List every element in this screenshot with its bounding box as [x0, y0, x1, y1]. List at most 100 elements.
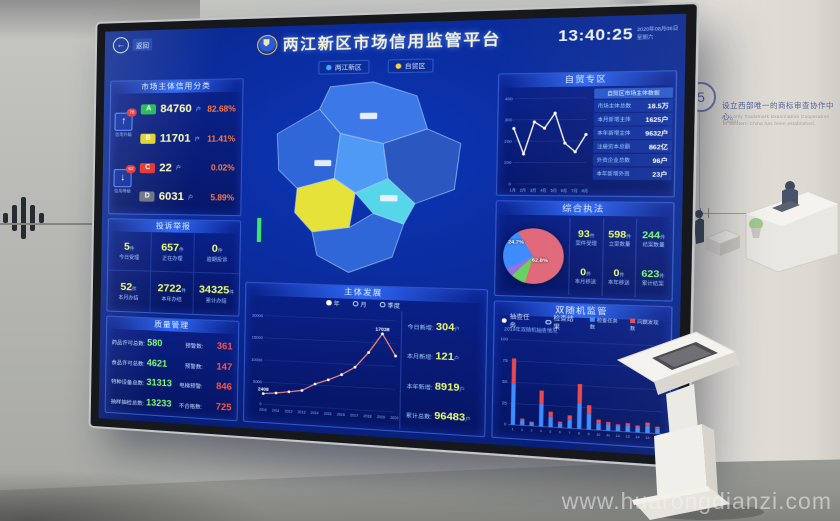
grade-percent: 11.41%	[207, 133, 236, 144]
svg-text:4: 4	[540, 429, 543, 434]
svg-text:6: 6	[559, 430, 562, 435]
period-year[interactable]: 年	[326, 298, 340, 307]
timeline-line-right	[650, 213, 782, 214]
list-item: 注册资本总额 862亿	[593, 140, 673, 153]
svg-text:2011: 2011	[272, 409, 280, 414]
grade-row: D 6031 户 5.89%	[139, 191, 236, 204]
left-column: 市场主体信用分类 ↑ 78 信用升级 ↓	[104, 78, 244, 422]
period-month[interactable]: 月	[353, 299, 367, 308]
map-label-chip	[359, 112, 378, 120]
svg-text:4月: 4月	[540, 188, 546, 193]
svg-text:15000: 15000	[252, 335, 263, 340]
svg-text:0: 0	[508, 182, 511, 186]
grade-unit: 户	[194, 136, 200, 143]
svg-text:0: 0	[504, 422, 507, 427]
svg-text:15: 15	[645, 435, 650, 440]
stat-cell: 657件 正在办理	[150, 231, 196, 274]
map-label-chip	[379, 195, 398, 202]
credit-grade-list: A 84760 户 82.68% B 11701 户	[135, 92, 242, 215]
svg-text:1: 1	[512, 427, 515, 432]
svg-text:2月: 2月	[520, 188, 526, 193]
grade-unit: 户	[187, 194, 194, 202]
enforcement-panel: 综合执法 24.7% 62.8% 93件 案件受理 598件 立案数量	[493, 200, 675, 302]
svg-text:2014: 2014	[311, 411, 319, 416]
fta-list: 自贸区市场主体数据 市场主体总数 18.5万 本月新增主体 1625户 本年新增主体…	[592, 87, 674, 195]
svg-text:100: 100	[504, 161, 512, 165]
svg-text:25: 25	[502, 401, 507, 406]
grade-chip: A	[140, 104, 157, 115]
clock: 13:40:25 2020年08月08日 星期六	[558, 23, 678, 44]
map-scale-bar	[256, 217, 262, 242]
service-counter-illustration	[694, 181, 839, 273]
dashboard-main: 市场主体信用分类 ↑ 78 信用升级 ↓	[99, 67, 686, 450]
tab-dot-icon	[395, 62, 402, 69]
waveform-icon	[3, 195, 44, 241]
tab-fta[interactable]: 自贸区	[387, 57, 434, 73]
svg-text:0: 0	[259, 402, 261, 406]
svg-text:2016: 2016	[337, 412, 345, 417]
radio-icon	[353, 301, 359, 307]
grade-count: 22	[159, 161, 172, 175]
stat-cell: 34325件 累计办结	[198, 283, 235, 305]
stat-row: 本月新增: 121 户	[406, 350, 460, 364]
milestone-text-en2: in Western China has been established.	[723, 121, 816, 126]
quality-panel: 质量管理 药品许可总数: 580 预警数: 361 食品许可总数: 4621 预警数: 14…	[104, 315, 240, 422]
period-quarter[interactable]: 季度	[380, 300, 400, 310]
radio-icon	[501, 318, 508, 324]
credit-movers: ↑ 78 信用升级 ↓ 63 信用降级	[109, 93, 137, 213]
svg-text:5月: 5月	[550, 188, 556, 193]
grade-count: 11701	[159, 132, 191, 145]
svg-text:3月: 3月	[530, 188, 536, 193]
grade-unit: 户	[195, 106, 202, 113]
svg-text:2020: 2020	[390, 416, 398, 421]
svg-text:17038: 17038	[375, 326, 390, 332]
case-pie-wrap: 24.7% 62.8%	[498, 227, 570, 285]
svg-text:2019: 2019	[377, 415, 385, 420]
list-item: 本月新增主体 1625户	[593, 112, 673, 126]
pie-label: 62.8%	[531, 256, 548, 263]
stat-cell: 52件 本月办结	[107, 270, 151, 313]
pie-label: 24.7%	[508, 238, 524, 245]
tab-dot-icon	[326, 64, 332, 70]
back-button[interactable]: ← 返回	[112, 36, 153, 54]
fta-line-chart: 0 100 200 300 400 1月 2月 3月 4月 5月 6月 7月 8月	[504, 97, 591, 193]
svg-text:11: 11	[606, 433, 610, 438]
stat-row: 今日新增: 304 户	[407, 321, 460, 335]
quality-row: 药品许可总数: 580 预警数: 361	[111, 337, 233, 352]
stat-cell: 2722件 本年办结	[150, 271, 195, 314]
wall-display: ← 返回 两江新区市场信用监管平台 13:40:25 2020年08月08日 星…	[90, 4, 697, 467]
date-value: 2020年08月08日	[636, 24, 679, 32]
grade-percent: 82.68%	[207, 104, 236, 114]
dashboard: ← 返回 两江新区市场信用监管平台 13:40:25 2020年08月08日 星…	[98, 13, 687, 457]
svg-text:8月: 8月	[582, 188, 588, 193]
grade-percent: 0.02%	[210, 163, 235, 173]
credit-downgrade: ↓ 63 信用降级	[113, 165, 136, 194]
title-block: 两江新区市场信用监管平台	[256, 27, 502, 56]
stat-row: 累计总数: 96483 户	[405, 410, 471, 424]
back-arrow-icon: ←	[112, 36, 130, 54]
milestone-connector-line	[699, 112, 700, 211]
stat-cell: 244件 结案数量	[635, 218, 671, 259]
development-line-chart: 0 5000 10000 15000 20000 2010 2011 2012 2013 2014…	[251, 313, 399, 421]
complaints-panel: 投诉举报 5件 今日受理 657件 正在办理 0件 逾期投诉 52件 本月办结 2722…	[106, 217, 242, 317]
development-body: 0 5000 10000 15000 20000 2010 2011 2012 2013 2014…	[244, 305, 486, 437]
legend-swatch	[589, 317, 596, 322]
svg-text:7月: 7月	[571, 188, 577, 193]
tab-label: 两江新区	[334, 64, 362, 72]
floor-shadow	[0, 470, 300, 521]
platform-emblem-icon	[256, 34, 278, 55]
tab-liangjiang[interactable]: 两江新区	[318, 59, 370, 75]
watermark: www.huarongdianzi.com	[561, 488, 832, 514]
svg-text:3: 3	[531, 428, 534, 433]
quality-row: 抽样抽检总数: 13233 不合格数: 725	[110, 397, 232, 413]
quality-row: 食品许可总数: 4621 预警数: 147	[111, 357, 233, 372]
svg-text:8: 8	[578, 431, 581, 436]
list-item: 本年新增主体 9632户	[593, 126, 673, 140]
stat-cell: 93件 案件受理	[568, 217, 603, 258]
grade-row: A 84760 户 82.68%	[140, 103, 238, 116]
grade-chip: D	[139, 191, 155, 203]
svg-text:2017: 2017	[350, 413, 358, 418]
grade-row: C 22 户 0.02%	[139, 161, 237, 175]
svg-text:50: 50	[502, 380, 507, 385]
svg-text:2: 2	[521, 428, 524, 433]
